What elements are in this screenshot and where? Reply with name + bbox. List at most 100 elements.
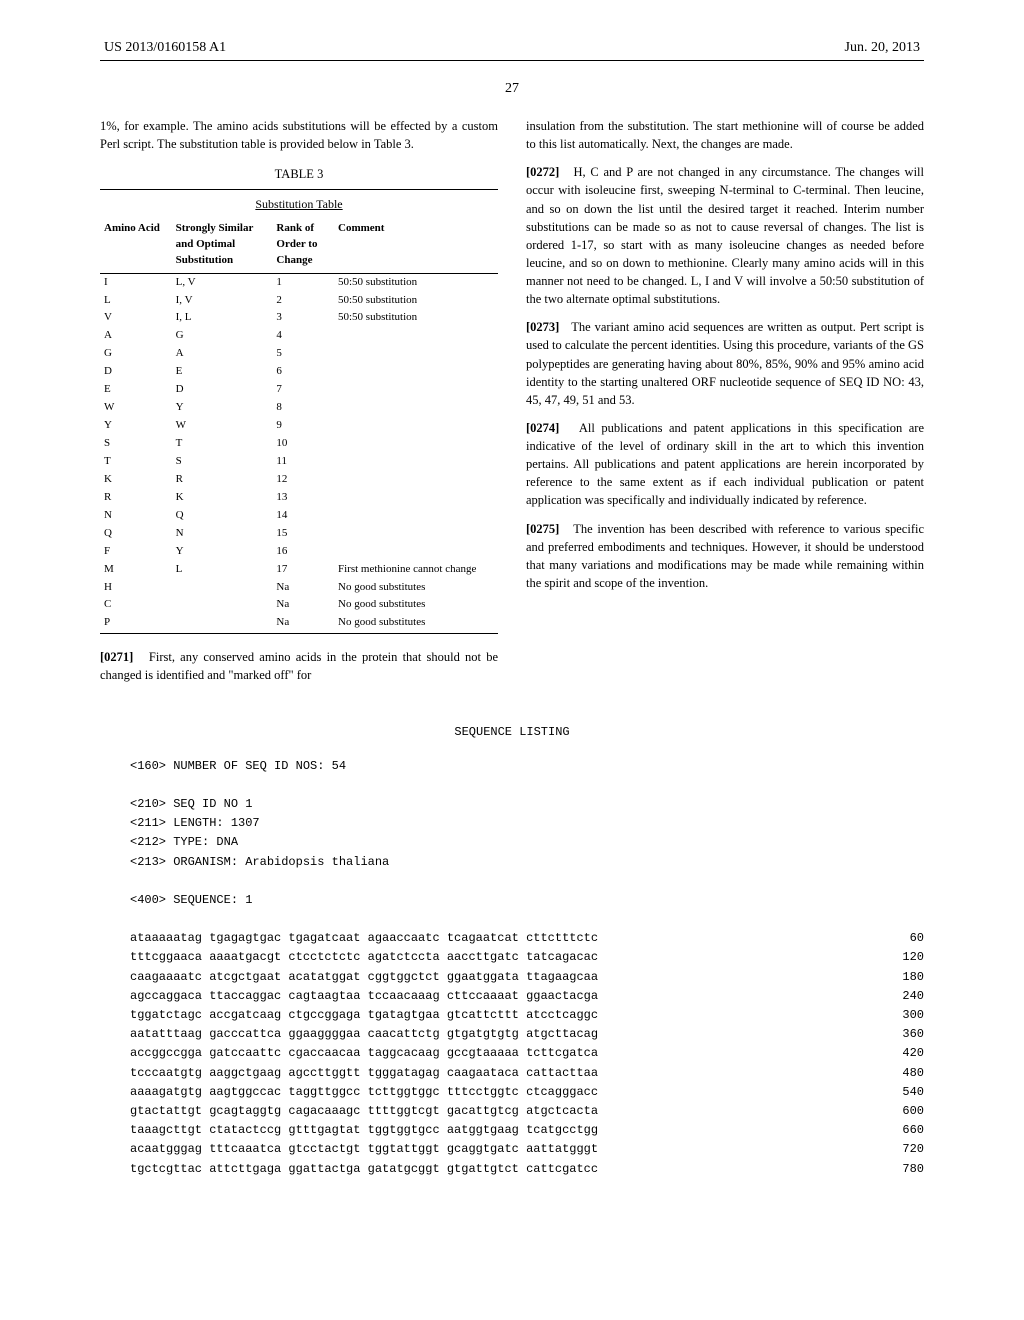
table-cell (334, 381, 498, 399)
substitution-table: Amino Acid Strongly Similar and Optimal … (100, 220, 498, 635)
table-cell: 4 (272, 327, 334, 345)
table-cell: 6 (272, 363, 334, 381)
table-cell: Y (100, 417, 172, 435)
table-row: ED7 (100, 381, 498, 399)
sequence-heading: SEQUENCE LISTING (100, 725, 924, 739)
para-0274: [0274] All publications and patent appli… (526, 419, 924, 510)
table-cell: E (172, 363, 273, 381)
table-row: ML17First methionine cannot change (100, 561, 498, 579)
th-amino: Amino Acid (100, 220, 172, 273)
para-num: [0273] (526, 320, 559, 334)
table-cell: E (100, 381, 172, 399)
sequence-position: 780 (884, 1160, 924, 1179)
table-row: CNaNo good substitutes (100, 596, 498, 614)
table-title: Substitution Table (100, 196, 498, 213)
table-cell: A (172, 345, 273, 363)
table-cell (334, 525, 498, 543)
table-row: HNaNo good substitutes (100, 579, 498, 597)
para-0271: [0271] First, any conserved amino acids … (100, 648, 498, 684)
table-cell: 11 (272, 453, 334, 471)
intro-paragraph: 1%, for example. The amino acids substit… (100, 117, 498, 153)
table-cell (334, 507, 498, 525)
table-cell: F (100, 543, 172, 561)
sequence-position: 720 (884, 1140, 924, 1159)
table-top-rule (100, 189, 498, 190)
table-cell: 50:50 substitution (334, 273, 498, 291)
table-cell: Na (272, 596, 334, 614)
table-cell: 3 (272, 309, 334, 327)
table-cell: L (172, 561, 273, 579)
sequence-position: 180 (884, 968, 924, 987)
sequence-position: 60 (884, 929, 924, 948)
sequence-line: aaaagatgtg aagtggccac taggttggcc tcttggt… (130, 1083, 924, 1102)
table-cell: L, V (172, 273, 273, 291)
patent-number: US 2013/0160158 A1 (104, 40, 226, 56)
table-cell: 50:50 substitution (334, 309, 498, 327)
sequence-text: tggatctagc accgatcaag ctgccggaga tgatagt… (130, 1006, 884, 1025)
para-0273: [0273] The variant amino acid sequences … (526, 318, 924, 409)
table-cell: S (172, 453, 273, 471)
table-row: RK13 (100, 489, 498, 507)
table-cell: K (172, 489, 273, 507)
sequence-line: aatatttaag gacccattca ggaaggggaa caacatt… (130, 1025, 924, 1044)
sequence-position: 120 (884, 948, 924, 967)
sequence-text: tcccaatgtg aaggctgaag agccttggtt tgggata… (130, 1064, 884, 1083)
table-cell (334, 327, 498, 345)
table-cell: G (100, 345, 172, 363)
para-num: [0271] (100, 650, 133, 664)
table-cell: I, L (172, 309, 273, 327)
table-row: IL, V150:50 substitution (100, 273, 498, 291)
table-cell: G (172, 327, 273, 345)
sequence-text: accggccgga gatccaattc cgaccaacaa taggcac… (130, 1044, 884, 1063)
table-cell: R (172, 471, 273, 489)
table-cell: C (100, 596, 172, 614)
table-cell: K (100, 471, 172, 489)
table-row: TS11 (100, 453, 498, 471)
table-cell (172, 596, 273, 614)
table-cell: 16 (272, 543, 334, 561)
table-cell: I, V (172, 292, 273, 310)
page-header: US 2013/0160158 A1 Jun. 20, 2013 (100, 40, 924, 56)
page-number: 27 (100, 81, 924, 97)
table-cell (172, 614, 273, 633)
table-cell: 13 (272, 489, 334, 507)
para-num: [0274] (526, 421, 559, 435)
sequence-position: 360 (884, 1025, 924, 1044)
para-0272: [0272] H, C and P are not changed in any… (526, 163, 924, 308)
table-cell: D (100, 363, 172, 381)
table-cell: V (100, 309, 172, 327)
table-cell: W (172, 417, 273, 435)
para-text: H, C and P are not changed in any circum… (526, 165, 924, 306)
table-cell: 5 (272, 345, 334, 363)
table-label: TABLE 3 (100, 165, 498, 183)
table-cell (334, 417, 498, 435)
two-column-layout: 1%, for example. The amino acids substit… (100, 117, 924, 695)
table-cell: L (100, 292, 172, 310)
sequence-line: acaatgggag tttcaaatca gtcctactgt tggtatt… (130, 1140, 924, 1159)
sequence-text: gtactattgt gcagtaggtg cagacaaagc ttttggt… (130, 1102, 884, 1121)
table-cell: First methionine cannot change (334, 561, 498, 579)
sequence-text: aaaagatgtg aagtggccac taggttggcc tcttggt… (130, 1083, 884, 1102)
publication-date: Jun. 20, 2013 (845, 40, 920, 56)
table-cell (172, 579, 273, 597)
table-cell (334, 399, 498, 417)
table-row: KR12 (100, 471, 498, 489)
sequence-text: ataaaaatag tgagagtgac tgagatcaat agaacca… (130, 929, 884, 948)
table-cell: 50:50 substitution (334, 292, 498, 310)
table-row: PNaNo good substitutes (100, 614, 498, 633)
para-text: The invention has been described with re… (526, 522, 924, 590)
sequence-text: taaagcttgt ctatactccg gtttgagtat tggtggt… (130, 1121, 884, 1140)
table-cell (334, 543, 498, 561)
table-cell: T (172, 435, 273, 453)
sequence-listing: <160> NUMBER OF SEQ ID NOS: 54 <210> SEQ… (130, 757, 924, 1179)
table-cell: N (172, 525, 273, 543)
table-cell: N (100, 507, 172, 525)
table-cell: Y (172, 543, 273, 561)
sequence-position: 300 (884, 1006, 924, 1025)
sequence-line: gtactattgt gcagtaggtg cagacaaagc ttttggt… (130, 1102, 924, 1121)
table-cell: Q (172, 507, 273, 525)
sequence-position: 660 (884, 1121, 924, 1140)
table-cell: 1 (272, 273, 334, 291)
sequence-line: agccaggaca ttaccaggac cagtaagtaa tccaaca… (130, 987, 924, 1006)
table-row: VI, L350:50 substitution (100, 309, 498, 327)
